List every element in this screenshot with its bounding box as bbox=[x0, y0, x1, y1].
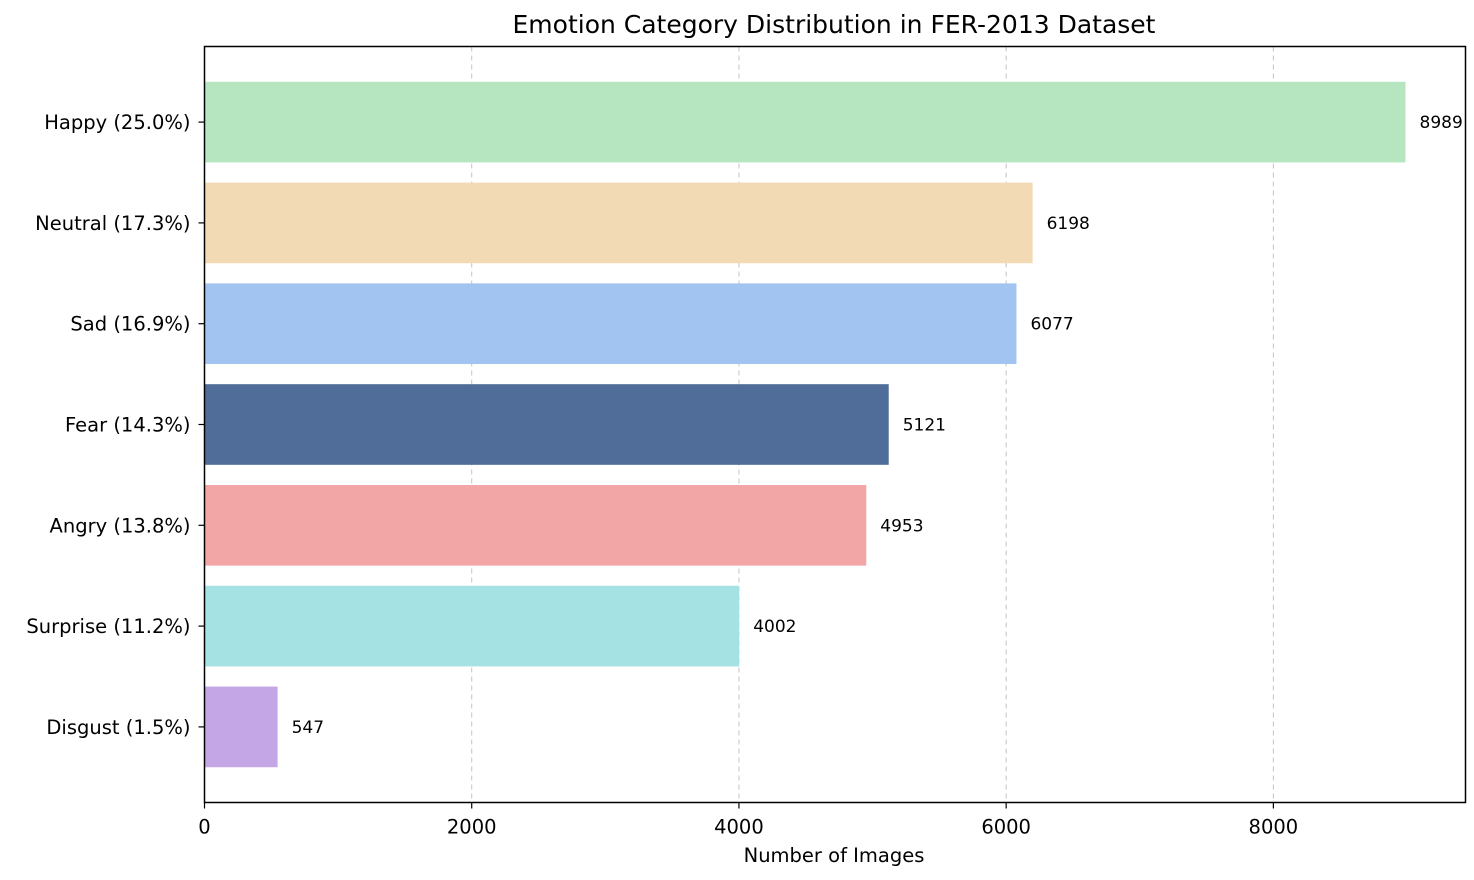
bar bbox=[204, 81, 1406, 163]
bar bbox=[204, 585, 740, 667]
y-tick-label: Happy (25.0%) bbox=[44, 111, 190, 134]
x-tick-label: 2000 bbox=[447, 816, 497, 839]
bars bbox=[204, 81, 1406, 768]
bar bbox=[204, 484, 867, 566]
value-label: 8989 bbox=[1420, 113, 1463, 133]
x-axis-label: Number of Images bbox=[744, 844, 925, 867]
x-tick-label: 8000 bbox=[1249, 816, 1299, 839]
value-label: 547 bbox=[292, 718, 324, 738]
x-axis-ticks: 0 2000 4000 6000 8000 bbox=[198, 802, 1299, 839]
y-axis-ticks: Happy (25.0%) Neutral (17.3%) Sad (16.9%) F… bbox=[26, 111, 205, 739]
chart-title: Emotion Category Distribution in FER-201… bbox=[513, 10, 1156, 39]
x-tick-label: 4000 bbox=[714, 816, 764, 839]
bar bbox=[204, 384, 889, 465]
bar bbox=[204, 283, 1017, 365]
y-tick-label: Fear (14.3%) bbox=[65, 414, 190, 437]
bar bbox=[204, 182, 1033, 264]
y-tick-label: Neutral (17.3%) bbox=[35, 212, 190, 235]
y-tick-label: Surprise (11.2%) bbox=[26, 615, 190, 638]
value-label: 6198 bbox=[1047, 214, 1090, 234]
bar bbox=[204, 686, 278, 768]
x-tick-label: 0 bbox=[198, 816, 210, 839]
x-tick-label: 6000 bbox=[981, 816, 1031, 839]
y-tick-label: Disgust (1.5%) bbox=[46, 716, 190, 739]
value-label: 5121 bbox=[903, 416, 946, 436]
y-tick-label: Angry (13.8%) bbox=[50, 514, 191, 537]
value-label: 6077 bbox=[1030, 315, 1073, 335]
value-label: 4953 bbox=[880, 516, 923, 536]
y-tick-label: Sad (16.9%) bbox=[70, 313, 190, 336]
value-labels: 8989 6198 6077 5121 4953 4002 547 bbox=[292, 113, 1463, 738]
value-label: 4002 bbox=[753, 617, 796, 637]
